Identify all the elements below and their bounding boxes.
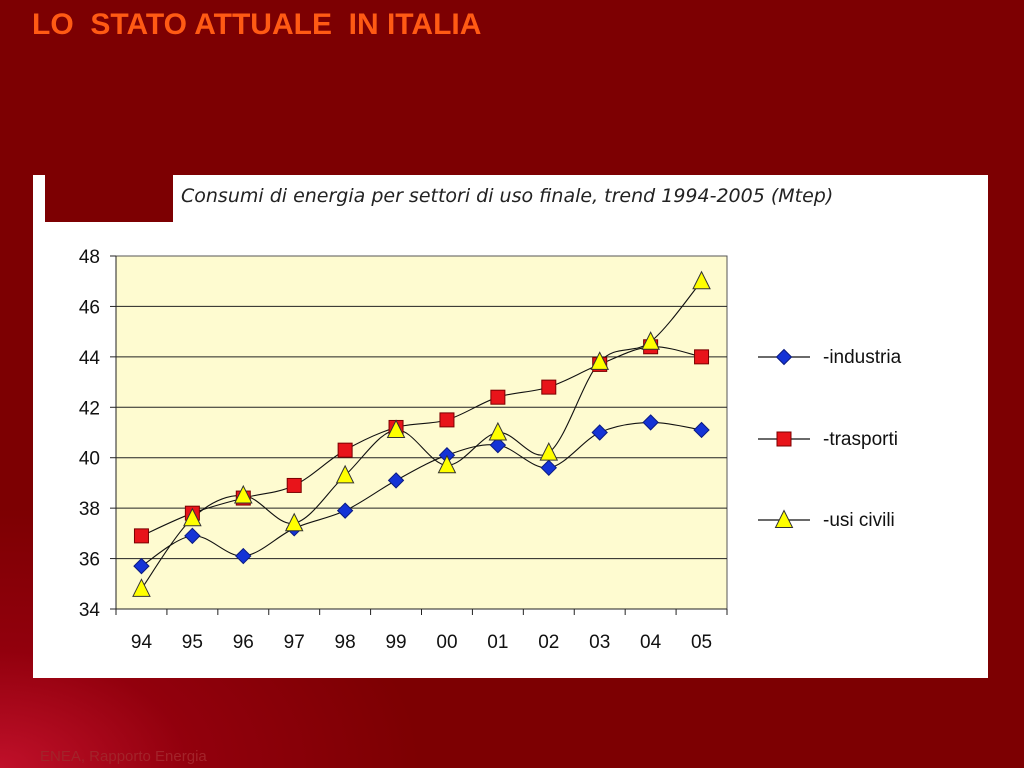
data-point-diamond xyxy=(693,421,710,439)
x-tick-label: 00 xyxy=(436,632,457,653)
chart-title: Consumi di energia per settori di uso fi… xyxy=(181,185,834,207)
legend-marker-square xyxy=(776,431,792,447)
x-tick-label: 99 xyxy=(385,632,406,653)
data-point-square xyxy=(337,442,353,458)
data-point-square xyxy=(694,349,710,365)
data-point-triangle xyxy=(132,578,151,597)
y-tick-label: 34 xyxy=(79,600,101,621)
data-point-square xyxy=(490,389,506,405)
data-point-square xyxy=(133,528,149,544)
y-tick-label: 38 xyxy=(79,499,100,520)
legend-label: -industria xyxy=(823,347,902,368)
y-tick-label: 40 xyxy=(79,449,100,470)
data-point-triangle xyxy=(284,512,304,532)
data-point-triangle xyxy=(335,464,355,484)
legend-marker-triangle xyxy=(774,509,794,528)
chart-panel-notch xyxy=(45,175,173,222)
data-point-triangle xyxy=(539,442,559,461)
x-tick-label: 98 xyxy=(335,632,356,653)
data-point-triangle xyxy=(233,484,253,504)
y-tick-label: 42 xyxy=(79,398,100,419)
x-tick-label: 03 xyxy=(589,632,610,653)
plot-area xyxy=(115,255,728,610)
data-point-diamond xyxy=(133,557,150,575)
data-point-diamond xyxy=(591,424,608,441)
data-point-triangle xyxy=(386,419,406,438)
data-point-triangle xyxy=(641,331,660,350)
data-point-triangle xyxy=(488,421,508,441)
y-tick-label: 48 xyxy=(79,247,100,268)
legend-marker-diamond xyxy=(775,348,793,366)
data-point-diamond xyxy=(642,414,659,431)
data-point-diamond xyxy=(184,527,201,545)
x-tick-label: 97 xyxy=(284,632,305,653)
data-point-square xyxy=(541,379,557,395)
data-point-diamond xyxy=(540,459,557,477)
x-tick-label: 96 xyxy=(233,632,254,653)
slide-title: LO STATO ATTUALE IN ITALIA xyxy=(32,8,482,41)
y-tick-label: 44 xyxy=(79,348,101,369)
legend-label: -usi civili xyxy=(823,510,895,531)
data-point-square xyxy=(286,477,302,493)
data-point-diamond xyxy=(235,547,252,565)
data-point-triangle xyxy=(183,507,202,527)
x-tick-label: 05 xyxy=(691,632,712,653)
footer-source: ENEA, Rapporto Energia xyxy=(40,748,207,765)
data-point-diamond xyxy=(336,502,354,519)
data-point-diamond xyxy=(387,472,405,489)
data-point-triangle xyxy=(437,454,457,474)
x-tick-label: 02 xyxy=(538,632,559,653)
y-tick-label: 46 xyxy=(79,297,100,318)
legend-label: -trasporti xyxy=(823,429,898,450)
x-tick-label: 94 xyxy=(131,632,153,653)
x-tick-label: 01 xyxy=(487,632,508,653)
data-point-triangle xyxy=(692,270,711,290)
x-tick-label: 95 xyxy=(182,632,203,653)
data-point-triangle xyxy=(590,351,610,370)
y-tick-label: 36 xyxy=(79,550,100,571)
data-point-diamond xyxy=(489,436,507,454)
data-point-square xyxy=(439,412,455,428)
x-tick-label: 04 xyxy=(640,632,662,653)
